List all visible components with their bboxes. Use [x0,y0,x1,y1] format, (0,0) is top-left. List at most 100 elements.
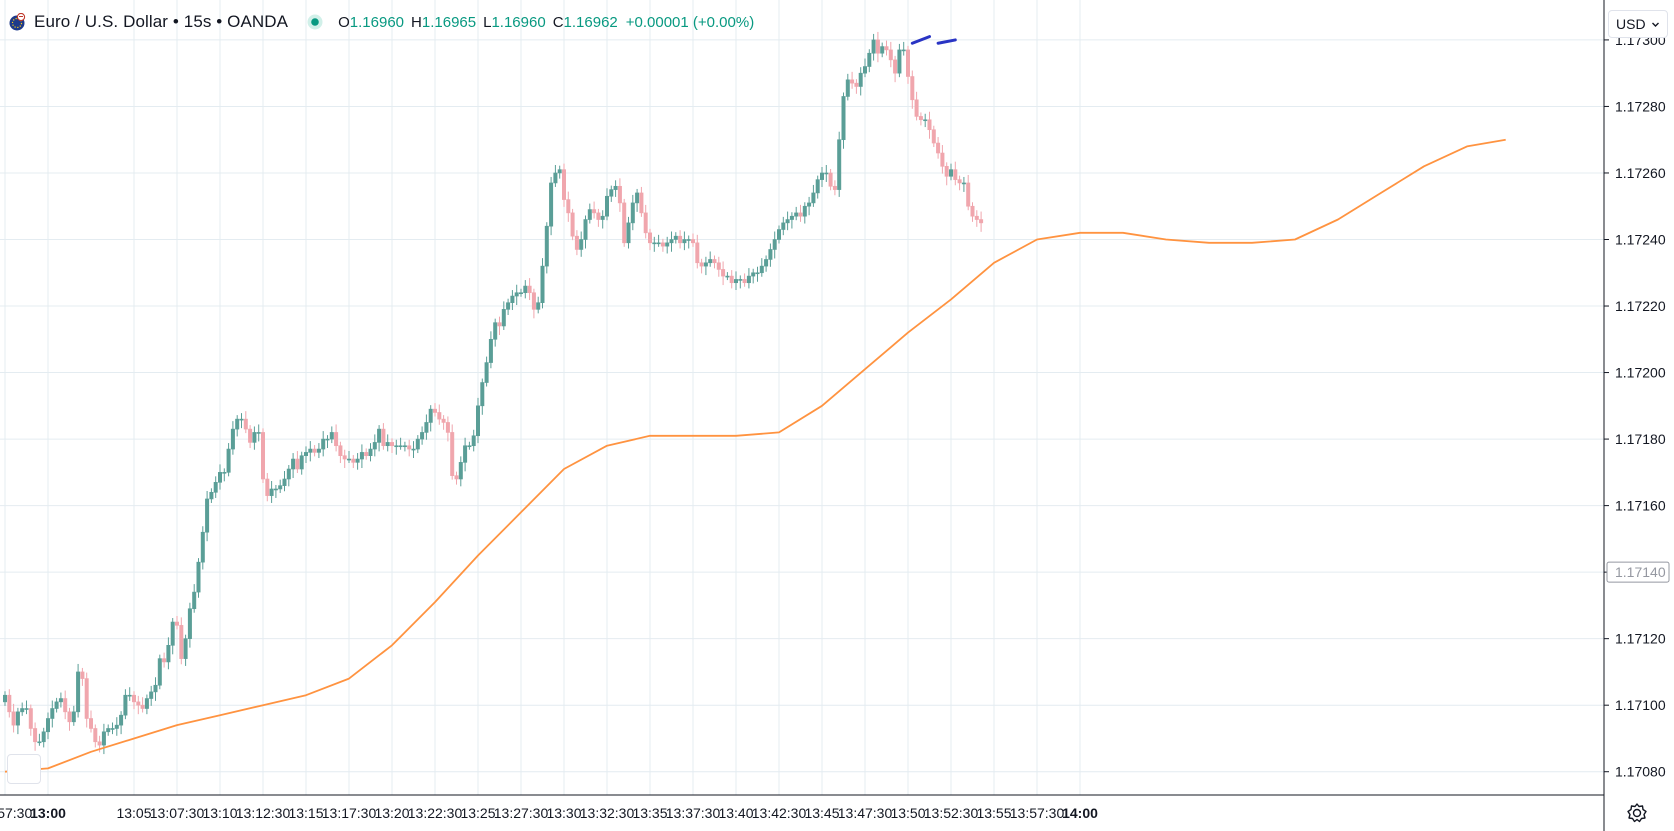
candle-body [690,239,695,244]
time-tick-label: 13:15 [288,805,323,821]
candle-up [2,691,8,706]
candle-down [312,445,317,457]
candle-down [84,672,89,728]
candle-body [721,269,726,277]
candle-body [557,169,562,174]
candle-body [222,472,227,474]
candle-up [467,441,472,450]
candle-up [579,231,584,257]
candle-body [884,46,889,51]
candle-body [497,322,502,327]
candle-body [11,711,16,726]
candle-body [20,708,25,713]
candle-down [179,617,184,665]
candle-up [235,415,240,437]
candle-up [286,465,291,487]
candle-body [389,442,394,447]
time-tick-label: 13:00 [30,805,66,821]
candle-up [402,441,407,452]
candle-body [974,215,979,220]
candle-up [781,216,786,236]
candle-down [716,256,721,277]
candle-body [712,259,717,264]
candle-body [716,262,721,270]
market-open-dot-icon [307,14,323,30]
candle-down [918,112,923,126]
candle-up [144,694,149,715]
candle-body [119,714,124,726]
moving-average-line [4,138,1506,773]
candle-body [192,591,197,610]
candle-body [2,694,8,703]
candle-body [41,731,46,743]
symbol-title[interactable]: Euro / U.S. Dollar • 15s • OANDA [34,12,289,31]
candle-body [308,448,313,453]
eur-usd-flags-icon [9,13,26,31]
candle-down [351,455,356,469]
candle-up [880,42,885,58]
candle-up [807,196,812,216]
candle-body [510,295,515,303]
candle-down [7,689,12,718]
candle-down [80,667,85,686]
candle-body [583,219,588,240]
candle-body [948,169,953,177]
time-tick-label: 13:50 [890,805,925,821]
candle-body [162,658,167,663]
candle-body [574,235,579,250]
scroll-navigation-box[interactable] [7,754,41,784]
low-label: L [483,13,492,31]
candle-down [89,710,94,733]
candle-down [28,704,33,736]
candle-down [175,616,180,630]
candle-up [398,437,403,450]
candle-body [553,172,558,184]
candle-down [798,204,803,222]
candle-body [811,192,816,204]
candle-up [759,258,764,277]
candle-down [617,178,622,212]
gear-icon[interactable] [1624,800,1650,826]
candle-up [420,426,425,445]
candle-body [682,239,687,244]
candle-body [346,458,351,461]
high-value: 1.16965 [421,13,477,31]
candle-body [643,212,648,234]
symbol-legend: Euro / U.S. Dollar • 15s • OANDA O 1.1696… [8,11,754,33]
candle-up [316,443,321,459]
candle-body [531,292,536,310]
candle-down [67,707,72,731]
candle-body [630,202,635,224]
candle-up [635,188,640,212]
candle-body [828,172,833,187]
currency-select-button[interactable]: USD [1608,10,1668,38]
price-tick-label: 1.17180 [1615,431,1666,447]
candle-up [897,43,902,78]
candle-down [944,162,949,186]
candle-body [484,362,489,383]
candle-body [604,195,609,217]
time-tick-label: 13:35 [632,805,667,821]
candle-body [312,448,317,453]
candle-down [729,270,734,289]
grid-lines [0,0,1604,795]
candle-body [260,432,265,480]
candle-down [437,404,442,425]
candle-up [669,231,674,252]
candle-body [372,442,377,450]
candle-up [673,232,678,244]
candle-up [127,687,132,701]
candle-body [321,438,326,450]
candle-body [411,448,416,451]
candle-body [355,458,360,463]
candle-down [966,174,971,211]
candle-up [183,634,188,666]
candle-body [458,462,463,480]
candle-body [738,279,743,281]
candle-body [944,166,949,177]
candle-body [398,445,403,448]
candle-body [536,302,541,310]
candle-body [415,438,420,450]
candle-body [759,265,764,274]
